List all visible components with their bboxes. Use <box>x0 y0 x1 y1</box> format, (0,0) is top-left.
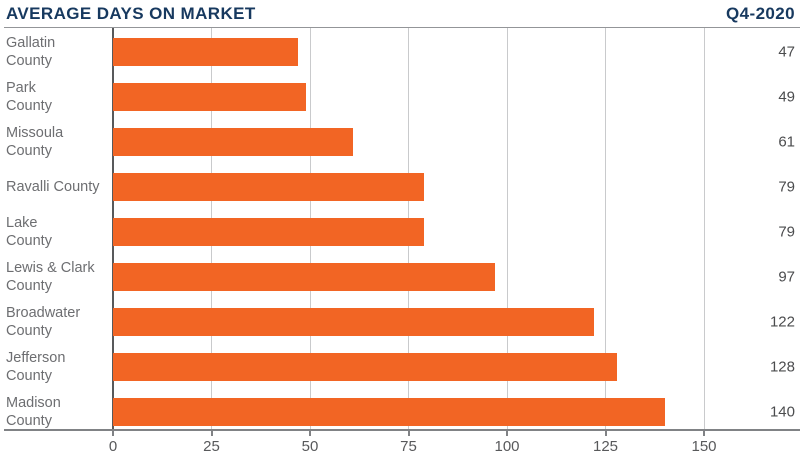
category-label: Ravalli County <box>6 179 100 195</box>
gridline <box>605 28 606 429</box>
value-label: 79 <box>778 223 795 241</box>
value-label: 49 <box>778 88 795 106</box>
category-label: Lewis & Clark County <box>6 260 95 294</box>
tick-mark <box>703 431 705 436</box>
chart-period-label: Q4-2020 <box>726 4 795 23</box>
category-label: Gallatin County <box>6 35 56 69</box>
chart-title: AVERAGE DAYS ON MARKET <box>6 4 256 23</box>
tick-mark <box>604 431 607 436</box>
bar <box>113 38 299 66</box>
x-tick-label: 150 <box>691 438 717 455</box>
value-label: 128 <box>769 358 795 376</box>
tick-mark <box>210 431 213 436</box>
value-label: 47 <box>778 43 795 61</box>
category-label: Jefferson County <box>6 350 66 384</box>
value-label: 140 <box>769 403 795 421</box>
x-tick-label: 0 <box>108 438 118 455</box>
tick-mark <box>309 431 311 436</box>
bar <box>113 173 425 201</box>
category-label: Broadwater County <box>6 305 81 339</box>
value-label: 122 <box>769 313 795 331</box>
gridline <box>703 28 705 429</box>
gridline <box>506 28 508 429</box>
value-label: 79 <box>778 178 795 196</box>
x-tick-label: 125 <box>592 438 619 455</box>
category-label: Madison County <box>6 395 61 429</box>
x-tick-label: 50 <box>301 438 319 455</box>
tick-mark <box>407 431 410 436</box>
value-label: 61 <box>778 133 795 151</box>
tick-mark <box>112 431 114 436</box>
x-tick-label: 75 <box>400 438 417 455</box>
category-label: Lake County <box>6 215 52 249</box>
x-tick-label: 100 <box>494 438 520 455</box>
category-label: Park County <box>6 80 52 114</box>
value-label: 97 <box>778 268 795 286</box>
tick-mark <box>506 431 508 436</box>
bar <box>113 83 307 111</box>
header-divider <box>4 27 800 28</box>
x-tick-label: 25 <box>203 438 220 455</box>
bar <box>113 353 618 381</box>
x-axis-line <box>4 429 800 431</box>
bar <box>113 308 594 336</box>
bar <box>113 398 665 426</box>
bar <box>113 128 354 156</box>
category-label: Missoula County <box>6 125 64 159</box>
bar <box>113 263 496 291</box>
bar <box>113 218 425 246</box>
